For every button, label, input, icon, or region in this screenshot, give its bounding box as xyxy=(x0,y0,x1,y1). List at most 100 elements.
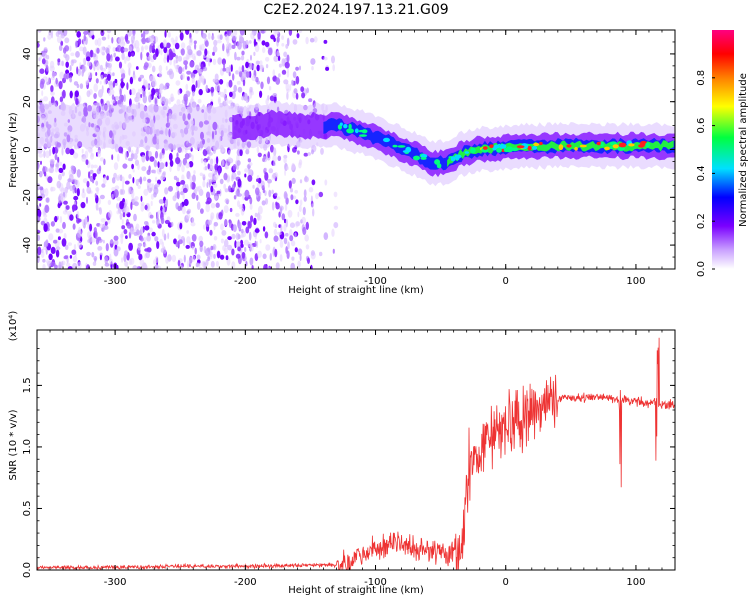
spectrogram-cell xyxy=(171,52,177,58)
spectrogram-cell xyxy=(283,51,288,58)
spectrogram-cell xyxy=(290,262,295,269)
spectrogram-cell xyxy=(124,250,129,256)
spectrogram-cell xyxy=(269,253,272,261)
spectrogram-cell xyxy=(112,72,115,77)
spectrogram-cell xyxy=(143,188,149,196)
spectrogram-cell xyxy=(237,86,243,93)
spectrogram-cell xyxy=(46,197,50,203)
spectrogram-cell xyxy=(281,43,285,47)
spectrogram-cell xyxy=(275,262,280,269)
spectrogram-y-axis: -40 -20 0 20 40 xyxy=(22,29,675,270)
spectrogram-cell xyxy=(165,198,168,208)
spectrogram-cell xyxy=(100,88,104,94)
ridge-highlight xyxy=(604,146,611,151)
spectrogram-cell xyxy=(195,186,200,191)
spectrogram-cell xyxy=(212,51,215,56)
spectrogram-cell xyxy=(177,146,182,153)
spectrogram-cell xyxy=(184,153,190,160)
spectrogram-cell xyxy=(76,83,80,89)
spectrogram-cell xyxy=(299,65,301,71)
spectrogram-cell xyxy=(58,173,62,181)
spectrogram-cell xyxy=(254,240,257,247)
spectrogram-cell xyxy=(69,185,73,192)
spectrogram-cell xyxy=(176,99,181,106)
spectrogram-cell xyxy=(195,194,199,201)
spectrogram-cell xyxy=(227,156,232,163)
spectrogram-cell xyxy=(179,222,183,230)
spectrogram-cell xyxy=(73,243,77,251)
spectrogram-cell xyxy=(124,56,127,64)
spectrogram-cell xyxy=(81,68,84,77)
spectrogram-cell xyxy=(63,255,68,260)
spectrogram-cell xyxy=(122,176,125,184)
spectrogram-cell xyxy=(194,30,199,34)
spectrogram-cell xyxy=(113,235,119,241)
ridge-highlight xyxy=(413,155,420,161)
spectrogram-cell xyxy=(181,164,185,173)
spectrogram-cell xyxy=(223,97,229,106)
spectrogram-cell xyxy=(144,30,149,35)
spectrogram-cell xyxy=(102,239,105,244)
spectrogram-cell xyxy=(215,83,221,92)
spectrogram-cell xyxy=(63,233,67,239)
spectrogram-cell xyxy=(91,251,95,258)
spectrogram-cell xyxy=(161,228,165,238)
spectrogram-cell xyxy=(97,37,102,47)
spectrogram-cell xyxy=(69,77,73,83)
spectrogram-cell xyxy=(77,240,82,249)
spectrogram-cell xyxy=(82,58,87,63)
spectrogram-cell xyxy=(116,210,120,215)
spectrogram-cell xyxy=(130,201,133,211)
spectrogram-cell xyxy=(245,71,250,78)
spectrogram-cell xyxy=(57,58,61,63)
spectrogram-cell xyxy=(237,41,242,50)
spectrogram-cell xyxy=(77,229,82,238)
spectrogram-cell xyxy=(253,38,257,47)
spectrogram-cell xyxy=(181,73,185,80)
spectrogram-cell xyxy=(90,164,94,169)
spectrogram-cell xyxy=(299,199,303,206)
spectrogram-cell xyxy=(159,162,165,170)
spectrogram-cell xyxy=(268,189,272,198)
spectrogram-cell xyxy=(39,68,45,74)
spectrogram-cell xyxy=(165,65,168,71)
spectrogram-cell xyxy=(240,243,244,248)
spectrogram-cell xyxy=(199,46,202,52)
spectrogram-cell xyxy=(210,202,216,209)
spectrogram-cell xyxy=(315,192,319,200)
spectrogram-cell xyxy=(151,80,157,87)
colorbar-tick-label: 0.2 xyxy=(696,213,707,229)
spectrogram-cell xyxy=(97,149,102,158)
spectrogram-cell xyxy=(254,44,260,53)
spectrogram-cell xyxy=(298,205,302,212)
spectrogram-cell xyxy=(182,238,186,247)
spectrogram-cell xyxy=(206,197,212,204)
spectral-ridge xyxy=(37,100,675,187)
spectrogram-cell xyxy=(272,172,277,179)
spectrogram-cell xyxy=(43,214,48,218)
spectrogram-cell xyxy=(156,167,162,175)
spectrogram-cell xyxy=(65,205,70,210)
spectrogram-cell xyxy=(225,43,229,50)
spectrogram-cell xyxy=(183,254,186,263)
spectrogram-cell xyxy=(298,159,303,166)
spectrogram-cell xyxy=(63,73,67,81)
spectrogram-cell xyxy=(235,232,240,241)
spectrogram-cell xyxy=(213,253,216,259)
spectrogram-cell xyxy=(219,79,224,85)
spectrogram-cell xyxy=(68,74,73,79)
spectrogram-cell xyxy=(119,200,124,210)
spectrogram-cell xyxy=(200,63,204,70)
spectrogram-cell xyxy=(218,98,221,103)
spectrogram-cell xyxy=(137,88,141,98)
spectrogram-cell xyxy=(61,261,64,268)
spectrogram-cell xyxy=(117,153,120,162)
spectrogram-cell xyxy=(259,239,262,244)
spectrogram-cell xyxy=(50,186,53,192)
spectrogram-cell xyxy=(264,41,270,48)
spectrogram-cell xyxy=(289,222,296,228)
spectrogram-cell xyxy=(191,154,194,162)
ridge-highlight xyxy=(574,147,578,151)
spectrogram-cell xyxy=(142,94,147,104)
colorbar-tick-label: 0.4 xyxy=(696,165,707,181)
